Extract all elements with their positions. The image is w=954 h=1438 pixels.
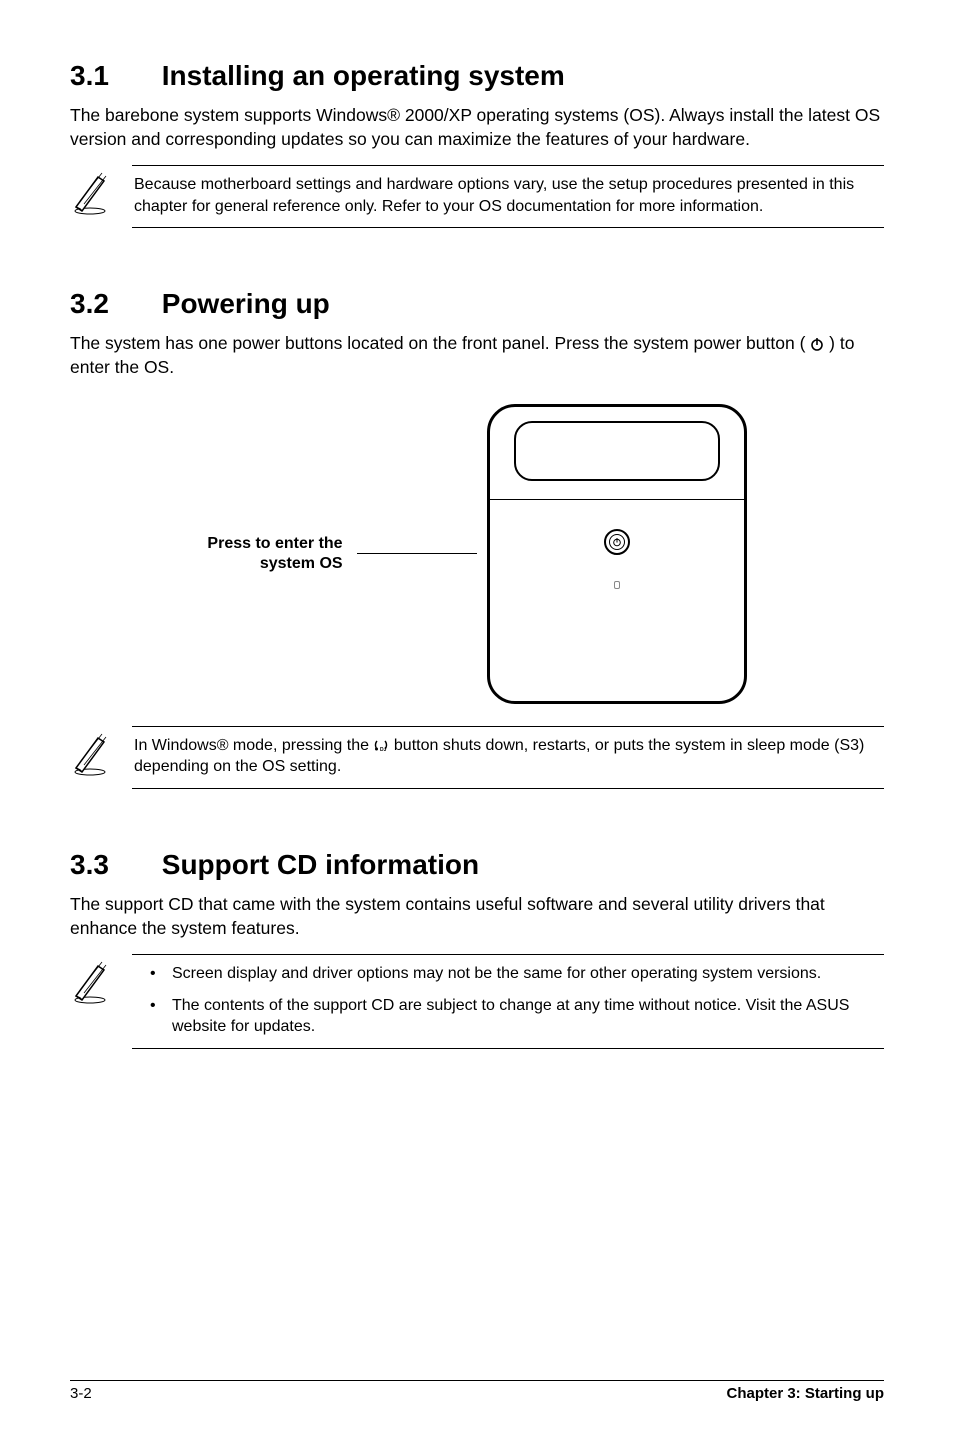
power-icon xyxy=(612,537,622,547)
device-drive-slot xyxy=(514,421,720,481)
heading-title: Support CD information xyxy=(162,849,479,880)
chapter-label: Chapter 3: Starting up xyxy=(726,1385,884,1402)
page-footer: 3-2 Chapter 3: Starting up xyxy=(70,1380,884,1402)
heading-title: Powering up xyxy=(162,288,330,319)
note-3-3: Screen display and driver options may no… xyxy=(70,954,884,1049)
list-item: The contents of the support CD are subje… xyxy=(150,995,882,1038)
body-3-2: The system has one power buttons located… xyxy=(70,332,884,379)
callout-line xyxy=(357,553,477,554)
heading-3-3: 3.3 Support CD information xyxy=(70,849,884,881)
heading-title: Installing an operating system xyxy=(162,60,565,91)
heading-num: 3.1 xyxy=(70,60,154,92)
heading-3-2: 3.2 Powering up xyxy=(70,288,884,320)
diagram-callout-label: Press to enter the system OS xyxy=(207,534,346,574)
heading-num: 3.3 xyxy=(70,849,154,881)
body-3-2-prefix: The system has one power buttons located… xyxy=(70,333,805,353)
heading-3-1: 3.1 Installing an operating system xyxy=(70,60,884,92)
pencil-note-icon xyxy=(70,165,110,220)
body-3-3: The support CD that came with the system… xyxy=(70,893,884,940)
pencil-note-icon xyxy=(70,954,110,1009)
note-text: In Windows® mode, pressing the DJ button… xyxy=(132,726,884,789)
list-item: Screen display and driver options may no… xyxy=(150,963,882,985)
device-diagram: Press to enter the system OS xyxy=(70,404,884,704)
note-3-2: In Windows® mode, pressing the DJ button… xyxy=(70,726,884,789)
device-power-button xyxy=(604,529,630,555)
pencil-note-icon xyxy=(70,726,110,781)
body-3-1: The barebone system supports Windows® 20… xyxy=(70,104,884,151)
device-front-illustration xyxy=(487,404,747,704)
svg-text:DJ: DJ xyxy=(380,747,387,752)
device-ridge-line xyxy=(490,499,744,500)
note-3-1: Because motherboard settings and hardwar… xyxy=(70,165,884,228)
note-list: Screen display and driver options may no… xyxy=(132,954,884,1049)
audio-dj-icon: DJ xyxy=(373,738,389,752)
device-led xyxy=(614,581,620,589)
power-icon xyxy=(810,337,824,351)
note-text: Because motherboard settings and hardwar… xyxy=(132,165,884,228)
page-number: 3-2 xyxy=(70,1385,92,1402)
heading-num: 3.2 xyxy=(70,288,154,320)
